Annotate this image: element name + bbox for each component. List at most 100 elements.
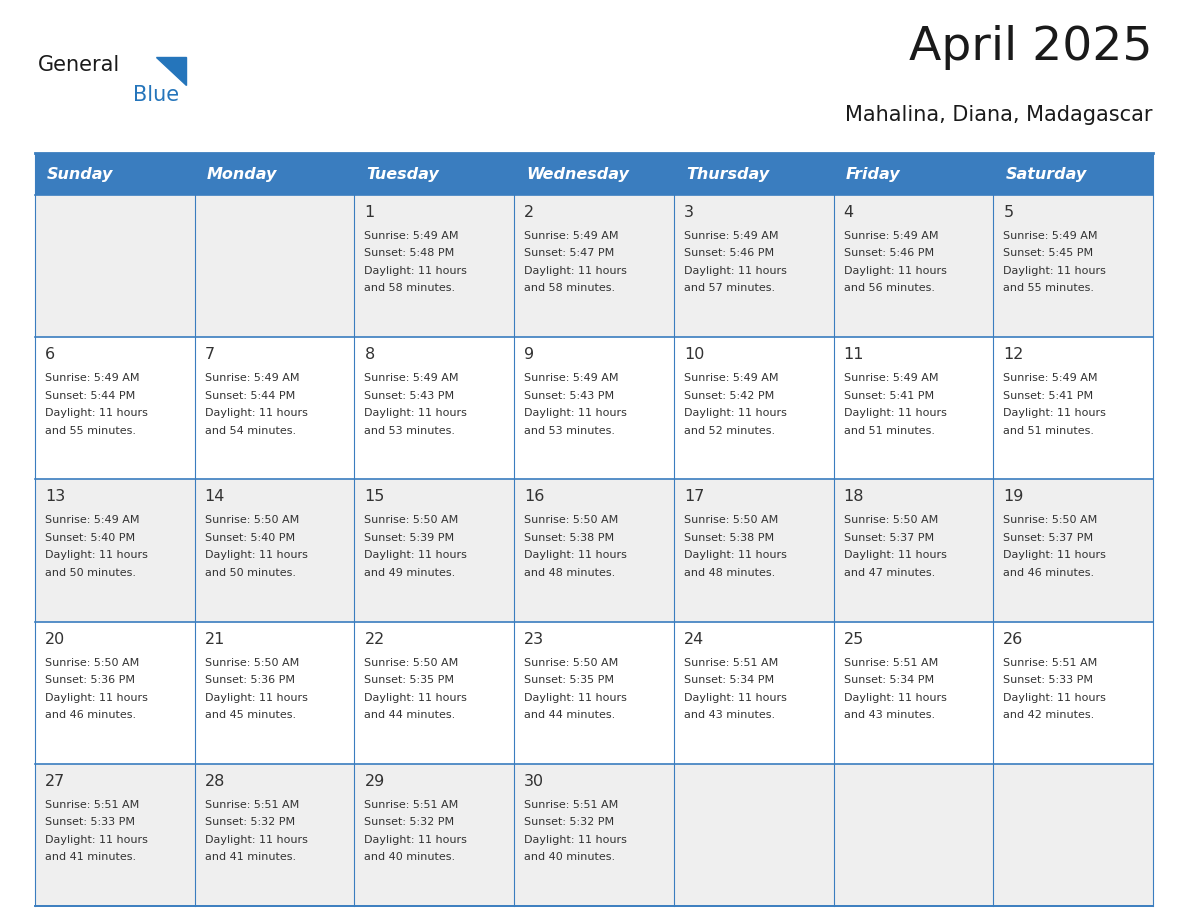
Text: Sunrise: 5:49 AM: Sunrise: 5:49 AM xyxy=(204,374,299,383)
Text: 24: 24 xyxy=(684,632,704,646)
Text: Sunrise: 5:51 AM: Sunrise: 5:51 AM xyxy=(524,800,619,810)
Text: 6: 6 xyxy=(45,347,55,363)
Text: and 47 minutes.: and 47 minutes. xyxy=(843,568,935,578)
Text: and 50 minutes.: and 50 minutes. xyxy=(45,568,135,578)
Text: Thursday: Thursday xyxy=(685,166,769,182)
Text: Sunset: 5:43 PM: Sunset: 5:43 PM xyxy=(524,391,614,400)
Text: April 2025: April 2025 xyxy=(910,25,1154,70)
Text: Sunrise: 5:50 AM: Sunrise: 5:50 AM xyxy=(843,515,937,525)
Text: Sunset: 5:41 PM: Sunset: 5:41 PM xyxy=(843,391,934,400)
Text: Mahalina, Diana, Madagascar: Mahalina, Diana, Madagascar xyxy=(846,105,1154,125)
Text: Daylight: 11 hours: Daylight: 11 hours xyxy=(45,834,147,845)
Text: 1: 1 xyxy=(365,205,374,220)
Bar xyxy=(993,153,1154,195)
Text: Daylight: 11 hours: Daylight: 11 hours xyxy=(1004,551,1106,560)
Text: Sunrise: 5:51 AM: Sunrise: 5:51 AM xyxy=(843,657,937,667)
Bar xyxy=(195,153,354,195)
Text: 13: 13 xyxy=(45,489,65,504)
Text: Sunset: 5:34 PM: Sunset: 5:34 PM xyxy=(843,675,934,685)
Bar xyxy=(34,195,1154,337)
Text: Sunrise: 5:49 AM: Sunrise: 5:49 AM xyxy=(843,374,939,383)
Text: 25: 25 xyxy=(843,632,864,646)
Text: Sunrise: 5:50 AM: Sunrise: 5:50 AM xyxy=(365,657,459,667)
Text: 12: 12 xyxy=(1004,347,1024,363)
Text: Sunrise: 5:49 AM: Sunrise: 5:49 AM xyxy=(45,374,139,383)
Text: and 52 minutes.: and 52 minutes. xyxy=(684,426,775,436)
Text: and 40 minutes.: and 40 minutes. xyxy=(365,852,455,862)
Text: 9: 9 xyxy=(524,347,535,363)
Text: Sunset: 5:36 PM: Sunset: 5:36 PM xyxy=(45,675,135,685)
Text: Sunrise: 5:49 AM: Sunrise: 5:49 AM xyxy=(524,374,619,383)
Bar xyxy=(834,153,993,195)
Text: and 46 minutes.: and 46 minutes. xyxy=(45,711,137,720)
Text: Sunrise: 5:50 AM: Sunrise: 5:50 AM xyxy=(684,515,778,525)
Text: Sunset: 5:40 PM: Sunset: 5:40 PM xyxy=(204,533,295,543)
Text: 3: 3 xyxy=(684,205,694,220)
Text: Daylight: 11 hours: Daylight: 11 hours xyxy=(684,692,786,702)
Text: and 44 minutes.: and 44 minutes. xyxy=(365,711,456,720)
Bar xyxy=(354,153,514,195)
Text: and 48 minutes.: and 48 minutes. xyxy=(524,568,615,578)
Text: Sunrise: 5:49 AM: Sunrise: 5:49 AM xyxy=(365,231,459,241)
Text: Sunrise: 5:49 AM: Sunrise: 5:49 AM xyxy=(1004,231,1098,241)
Polygon shape xyxy=(156,57,187,85)
Text: Daylight: 11 hours: Daylight: 11 hours xyxy=(365,692,467,702)
Text: Sunset: 5:35 PM: Sunset: 5:35 PM xyxy=(365,675,455,685)
Text: 22: 22 xyxy=(365,632,385,646)
Text: 19: 19 xyxy=(1004,489,1024,504)
Text: and 41 minutes.: and 41 minutes. xyxy=(45,852,137,862)
Text: Daylight: 11 hours: Daylight: 11 hours xyxy=(843,409,947,419)
Text: Sunrise: 5:51 AM: Sunrise: 5:51 AM xyxy=(45,800,139,810)
Text: and 51 minutes.: and 51 minutes. xyxy=(1004,426,1094,436)
Text: Sunset: 5:44 PM: Sunset: 5:44 PM xyxy=(204,391,295,400)
Text: and 53 minutes.: and 53 minutes. xyxy=(365,426,455,436)
Text: 4: 4 xyxy=(843,205,854,220)
Text: Daylight: 11 hours: Daylight: 11 hours xyxy=(45,409,147,419)
Text: Sunrise: 5:51 AM: Sunrise: 5:51 AM xyxy=(365,800,459,810)
Text: Sunset: 5:37 PM: Sunset: 5:37 PM xyxy=(1004,533,1093,543)
Text: Sunset: 5:38 PM: Sunset: 5:38 PM xyxy=(684,533,775,543)
Text: Daylight: 11 hours: Daylight: 11 hours xyxy=(365,551,467,560)
Text: Sunset: 5:32 PM: Sunset: 5:32 PM xyxy=(365,817,455,827)
Text: Sunrise: 5:49 AM: Sunrise: 5:49 AM xyxy=(1004,374,1098,383)
Text: Friday: Friday xyxy=(846,166,901,182)
Text: Sunrise: 5:49 AM: Sunrise: 5:49 AM xyxy=(524,231,619,241)
Text: Daylight: 11 hours: Daylight: 11 hours xyxy=(204,551,308,560)
Text: Sunrise: 5:50 AM: Sunrise: 5:50 AM xyxy=(45,657,139,667)
Text: 26: 26 xyxy=(1004,632,1024,646)
Text: 10: 10 xyxy=(684,347,704,363)
Text: 27: 27 xyxy=(45,774,65,789)
Text: Sunrise: 5:50 AM: Sunrise: 5:50 AM xyxy=(204,515,299,525)
Text: 17: 17 xyxy=(684,489,704,504)
Text: General: General xyxy=(38,55,120,75)
Text: Daylight: 11 hours: Daylight: 11 hours xyxy=(684,266,786,276)
Text: and 43 minutes.: and 43 minutes. xyxy=(684,711,775,720)
Text: Daylight: 11 hours: Daylight: 11 hours xyxy=(524,409,627,419)
Text: Monday: Monday xyxy=(207,166,277,182)
Text: and 54 minutes.: and 54 minutes. xyxy=(204,426,296,436)
Text: Sunrise: 5:51 AM: Sunrise: 5:51 AM xyxy=(204,800,299,810)
Text: Sunset: 5:34 PM: Sunset: 5:34 PM xyxy=(684,675,775,685)
Text: 15: 15 xyxy=(365,489,385,504)
Text: Daylight: 11 hours: Daylight: 11 hours xyxy=(524,551,627,560)
Text: 2: 2 xyxy=(524,205,535,220)
Text: Daylight: 11 hours: Daylight: 11 hours xyxy=(684,409,786,419)
Text: and 50 minutes.: and 50 minutes. xyxy=(204,568,296,578)
Text: 14: 14 xyxy=(204,489,225,504)
Text: Tuesday: Tuesday xyxy=(366,166,440,182)
Text: Daylight: 11 hours: Daylight: 11 hours xyxy=(684,551,786,560)
Bar xyxy=(34,337,1154,479)
Text: Sunset: 5:35 PM: Sunset: 5:35 PM xyxy=(524,675,614,685)
Text: and 58 minutes.: and 58 minutes. xyxy=(365,284,455,294)
Text: Daylight: 11 hours: Daylight: 11 hours xyxy=(204,409,308,419)
Text: Sunset: 5:48 PM: Sunset: 5:48 PM xyxy=(365,249,455,259)
Text: and 55 minutes.: and 55 minutes. xyxy=(1004,284,1094,294)
Text: Sunset: 5:32 PM: Sunset: 5:32 PM xyxy=(204,817,295,827)
Text: Sunset: 5:33 PM: Sunset: 5:33 PM xyxy=(45,817,135,827)
Text: and 43 minutes.: and 43 minutes. xyxy=(843,711,935,720)
Bar xyxy=(34,764,1154,906)
Text: Sunset: 5:39 PM: Sunset: 5:39 PM xyxy=(365,533,455,543)
Text: Daylight: 11 hours: Daylight: 11 hours xyxy=(45,692,147,702)
Text: Daylight: 11 hours: Daylight: 11 hours xyxy=(843,266,947,276)
Text: Sunrise: 5:50 AM: Sunrise: 5:50 AM xyxy=(1004,515,1098,525)
